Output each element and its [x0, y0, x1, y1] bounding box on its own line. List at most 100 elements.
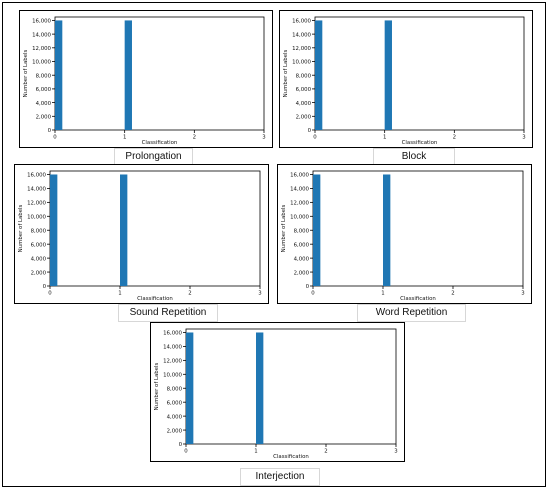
plot-area [49, 170, 261, 287]
y-tick-label: 0 [179, 442, 183, 448]
y-tick-label: 8,000 [36, 73, 52, 79]
plot-area [54, 16, 265, 131]
y-tick-label: 2,000 [167, 428, 183, 434]
bar [384, 20, 392, 131]
y-tick-label: 14,000 [290, 187, 309, 193]
y-axis-label: Number of Labels [23, 50, 29, 98]
y-tick-label: 8,000 [294, 228, 310, 234]
bar [313, 174, 321, 286]
x-axis-label: Classification [273, 454, 309, 460]
y-tick-label: 16,000 [290, 173, 309, 179]
y-tick-label: 4,000 [36, 101, 52, 107]
x-tick-label: 0 [48, 291, 52, 297]
y-axis-label: Number of Labels [283, 50, 289, 98]
x-tick-label: 3 [262, 135, 265, 141]
y-tick-label: 16,000 [32, 19, 51, 25]
chart-panel-word-repetition: 0 2,000 4,000 6,000 8,000 10,000 12,000 14,000 1… [277, 164, 532, 304]
y-tick-label: 6,000 [294, 242, 310, 248]
x-tick-label: 3 [521, 291, 524, 297]
chart-panel-block: 0 2,000 4,000 6,000 8,000 10,000 12,000 14,000 1… [279, 10, 533, 148]
x-tick-label: 2 [193, 135, 196, 141]
y-tick-label: 8,000 [31, 228, 47, 234]
x-tick-label: 1 [118, 291, 121, 297]
x-tick-label: 2 [451, 291, 454, 297]
y-tick-label: 10,000 [290, 215, 309, 221]
x-tick-label: 1 [123, 135, 126, 141]
chart-svg: 0 2,000 4,000 6,000 8,000 10,000 12,000 14,000 1… [18, 170, 262, 302]
y-tick-label: 14,000 [32, 32, 51, 38]
y-tick-label: 8,000 [167, 386, 183, 392]
y-tick-label: 10,000 [32, 60, 51, 66]
chart-panel-interjection: 0 2,000 4,000 6,000 8,000 10,000 12,000 14,000 1… [150, 322, 405, 462]
y-tick-label: 6,000 [296, 87, 312, 93]
y-tick-label: 0 [308, 128, 312, 134]
chart-panel-prolongation: 0 2,000 4,000 6,000 8,000 10,000 12,000 14,000 1… [19, 10, 273, 148]
x-tick-label: 1 [383, 135, 386, 141]
chart-svg: 0 2,000 4,000 6,000 8,000 10,000 12,000 14,000 1… [281, 170, 525, 302]
bar [120, 174, 128, 286]
y-tick-label: 12,000 [32, 46, 51, 52]
y-tick-label: 10,000 [27, 215, 46, 221]
y-tick-label: 0 [48, 128, 52, 134]
plot-area [312, 170, 524, 287]
chart-svg: 0 2,000 4,000 6,000 8,000 10,000 12,000 14,000 1… [283, 16, 526, 146]
y-tick-label: 2,000 [296, 115, 312, 121]
plot-area [185, 328, 397, 445]
y-tick-label: 8,000 [296, 73, 312, 79]
chart-svg: 0 2,000 4,000 6,000 8,000 10,000 12,000 14,000 1… [154, 328, 398, 460]
y-axis-label: Number of Labels [281, 205, 287, 253]
x-tick-label: 3 [522, 135, 525, 141]
x-tick-label: 0 [311, 291, 315, 297]
y-tick-label: 0 [43, 284, 47, 290]
y-tick-label: 4,000 [167, 414, 183, 420]
y-axis-label: Number of Labels [154, 363, 160, 411]
x-tick-label: 0 [313, 135, 317, 141]
y-tick-label: 4,000 [296, 101, 312, 107]
x-tick-label: 1 [254, 449, 257, 455]
x-axis-label: Classification [402, 140, 438, 146]
y-tick-label: 4,000 [294, 256, 310, 262]
y-tick-label: 14,000 [27, 187, 46, 193]
chart-panel-sound-repetition: 0 2,000 4,000 6,000 8,000 10,000 12,000 14,000 1… [14, 164, 269, 304]
y-tick-label: 12,000 [27, 201, 46, 207]
y-tick-label: 16,000 [27, 173, 46, 179]
y-tick-label: 2,000 [294, 270, 310, 276]
y-tick-label: 2,000 [36, 115, 52, 121]
y-tick-label: 14,000 [292, 32, 311, 38]
bar [124, 20, 132, 131]
bar [50, 174, 58, 286]
x-tick-label: 2 [324, 449, 327, 455]
plot-area [314, 16, 525, 131]
y-axis-label: Number of Labels [18, 205, 24, 253]
x-tick-label: 0 [53, 135, 57, 141]
x-tick-label: 2 [453, 135, 456, 141]
y-tick-label: 12,000 [292, 46, 311, 52]
y-tick-label: 4,000 [31, 256, 47, 262]
bar [315, 20, 323, 131]
x-axis-label: Classification [142, 140, 178, 146]
x-tick-label: 3 [258, 291, 261, 297]
x-axis-label: Classification [137, 296, 173, 302]
x-tick-label: 0 [184, 449, 188, 455]
x-axis-label: Classification [400, 296, 436, 302]
bar [186, 332, 194, 444]
chart-caption: Interjection [240, 468, 320, 486]
y-tick-label: 12,000 [290, 201, 309, 207]
y-tick-label: 6,000 [36, 87, 52, 93]
y-tick-label: 6,000 [167, 400, 183, 406]
y-tick-label: 12,000 [163, 359, 182, 365]
chart-caption: Word Repetition [357, 304, 466, 322]
y-tick-label: 14,000 [163, 345, 182, 351]
y-tick-label: 10,000 [292, 60, 311, 66]
bar [256, 332, 264, 444]
x-tick-label: 2 [188, 291, 191, 297]
y-tick-label: 0 [306, 284, 310, 290]
y-tick-label: 2,000 [31, 270, 47, 276]
y-tick-label: 16,000 [163, 331, 182, 337]
chart-svg: 0 2,000 4,000 6,000 8,000 10,000 12,000 14,000 1… [23, 16, 266, 146]
x-tick-label: 1 [381, 291, 384, 297]
y-tick-label: 10,000 [163, 373, 182, 379]
bar [383, 174, 391, 286]
bar [55, 20, 63, 131]
y-tick-label: 16,000 [292, 19, 311, 25]
